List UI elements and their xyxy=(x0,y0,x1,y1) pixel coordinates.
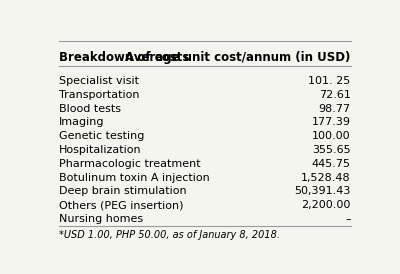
Text: Pharmacologic treatment: Pharmacologic treatment xyxy=(59,159,201,169)
Text: Hospitalization: Hospitalization xyxy=(59,145,142,155)
Text: 98.77: 98.77 xyxy=(318,104,351,113)
Text: Specialist visit: Specialist visit xyxy=(59,76,139,86)
Text: Nursing homes: Nursing homes xyxy=(59,214,144,224)
Text: 1,528.48: 1,528.48 xyxy=(301,173,351,182)
Text: Genetic testing: Genetic testing xyxy=(59,131,145,141)
Text: Transportation: Transportation xyxy=(59,90,140,100)
Text: Deep brain stimulation: Deep brain stimulation xyxy=(59,186,187,196)
Text: Imaging: Imaging xyxy=(59,117,105,127)
Text: 2,200.00: 2,200.00 xyxy=(301,200,351,210)
Text: 445.75: 445.75 xyxy=(312,159,351,169)
Text: 72.61: 72.61 xyxy=(319,90,351,100)
Text: 101. 25: 101. 25 xyxy=(308,76,351,86)
Text: 50,391.43: 50,391.43 xyxy=(294,186,351,196)
Text: Botulinum toxin A injection: Botulinum toxin A injection xyxy=(59,173,210,182)
Text: Breakdown of costs: Breakdown of costs xyxy=(59,51,190,64)
Text: 100.00: 100.00 xyxy=(312,131,351,141)
Text: *USD 1.00, PHP 50.00, as of January 8, 2018.: *USD 1.00, PHP 50.00, as of January 8, 2… xyxy=(59,230,280,240)
Text: Others (PEG insertion): Others (PEG insertion) xyxy=(59,200,184,210)
Text: 177.39: 177.39 xyxy=(312,117,351,127)
Text: –: – xyxy=(345,214,351,224)
Text: Blood tests: Blood tests xyxy=(59,104,121,113)
Text: Average unit cost/annum (in USD): Average unit cost/annum (in USD) xyxy=(125,51,351,64)
Text: 355.65: 355.65 xyxy=(312,145,351,155)
